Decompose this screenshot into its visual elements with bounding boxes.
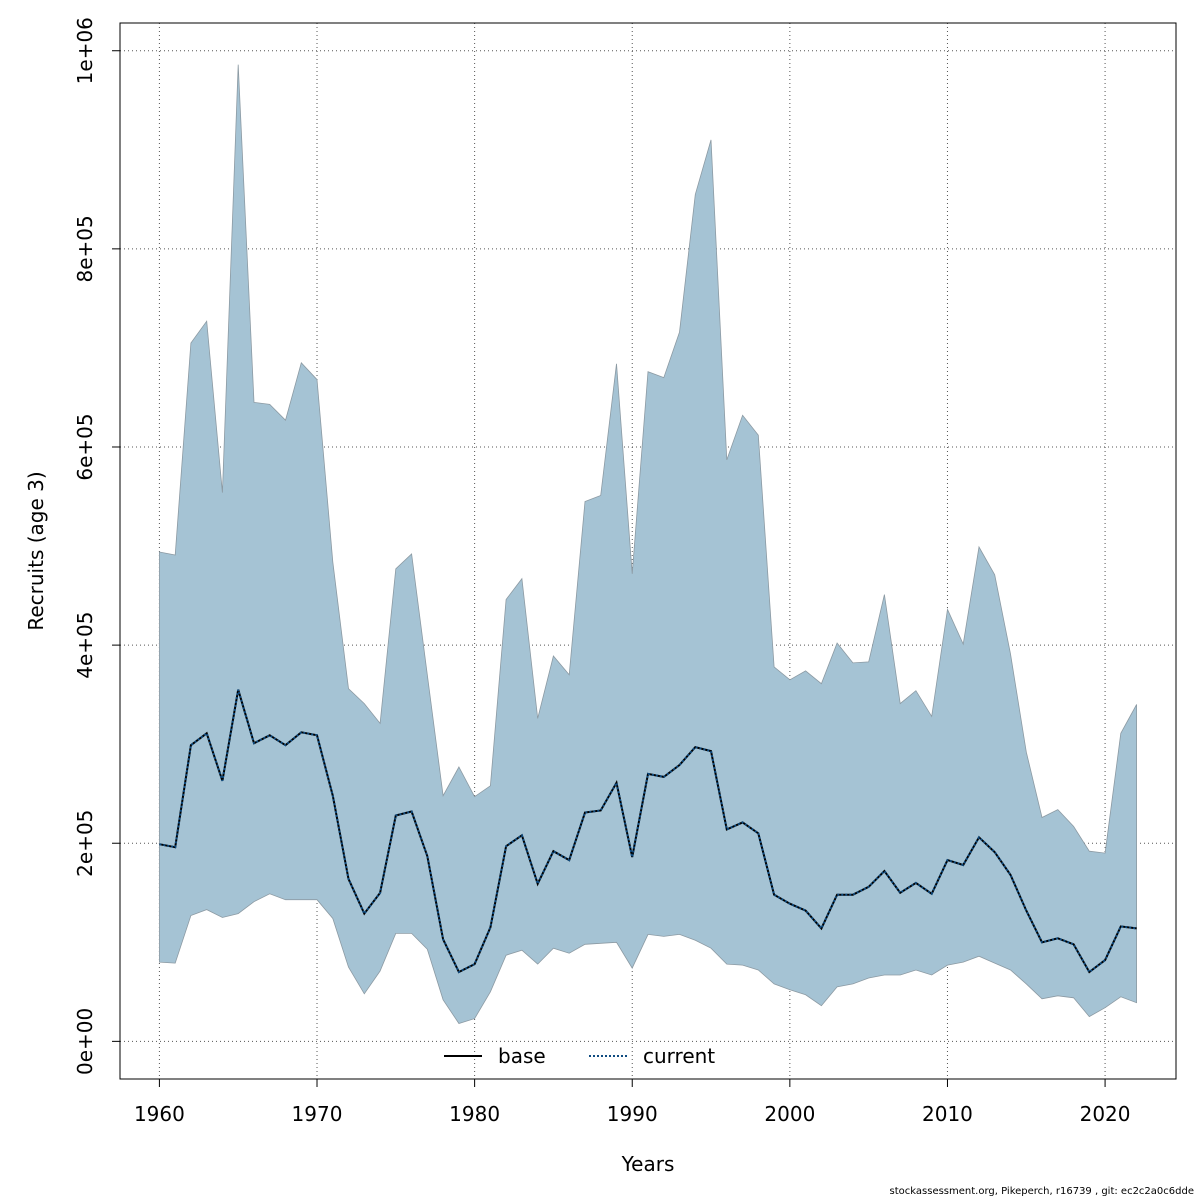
y-tick-label: 4e+05 xyxy=(73,611,97,678)
series-lines-layer xyxy=(159,689,1137,974)
legend: base current xyxy=(444,1044,715,1068)
y-axis-title: Recruits (age 3) xyxy=(24,471,48,630)
x-axis: 1960 1970 1980 1990 2000 2010 2020 xyxy=(134,1078,1131,1126)
y-tick-label: 1e+06 xyxy=(73,17,97,84)
confidence-band-layer xyxy=(159,64,1137,1024)
y-tick-label: 8e+05 xyxy=(73,215,97,282)
x-tick-label: 2010 xyxy=(922,1102,973,1126)
x-tick-label: 2020 xyxy=(1080,1102,1131,1126)
x-tick-label: 1960 xyxy=(134,1102,185,1126)
x-axis-title: Years xyxy=(621,1152,675,1176)
series-line-current xyxy=(159,689,1137,974)
x-tick-label: 1980 xyxy=(449,1102,500,1126)
confidence-band xyxy=(159,64,1137,1024)
y-axis: 0e+00 2e+05 4e+05 6e+05 8e+05 1e+06 xyxy=(73,17,121,1075)
y-tick-label: 6e+05 xyxy=(73,413,97,480)
y-tick-label: 0e+00 xyxy=(73,1008,97,1075)
x-tick-label: 1970 xyxy=(292,1102,343,1126)
footer-credit: stockassessment.org, Pikeperch, r16739 ,… xyxy=(889,1186,1194,1197)
legend-label-current: current xyxy=(643,1044,715,1068)
y-tick-label: 2e+05 xyxy=(73,810,97,877)
x-tick-label: 1990 xyxy=(607,1102,658,1126)
legend-label-base: base xyxy=(498,1044,546,1068)
x-tick-label: 2000 xyxy=(764,1102,815,1126)
